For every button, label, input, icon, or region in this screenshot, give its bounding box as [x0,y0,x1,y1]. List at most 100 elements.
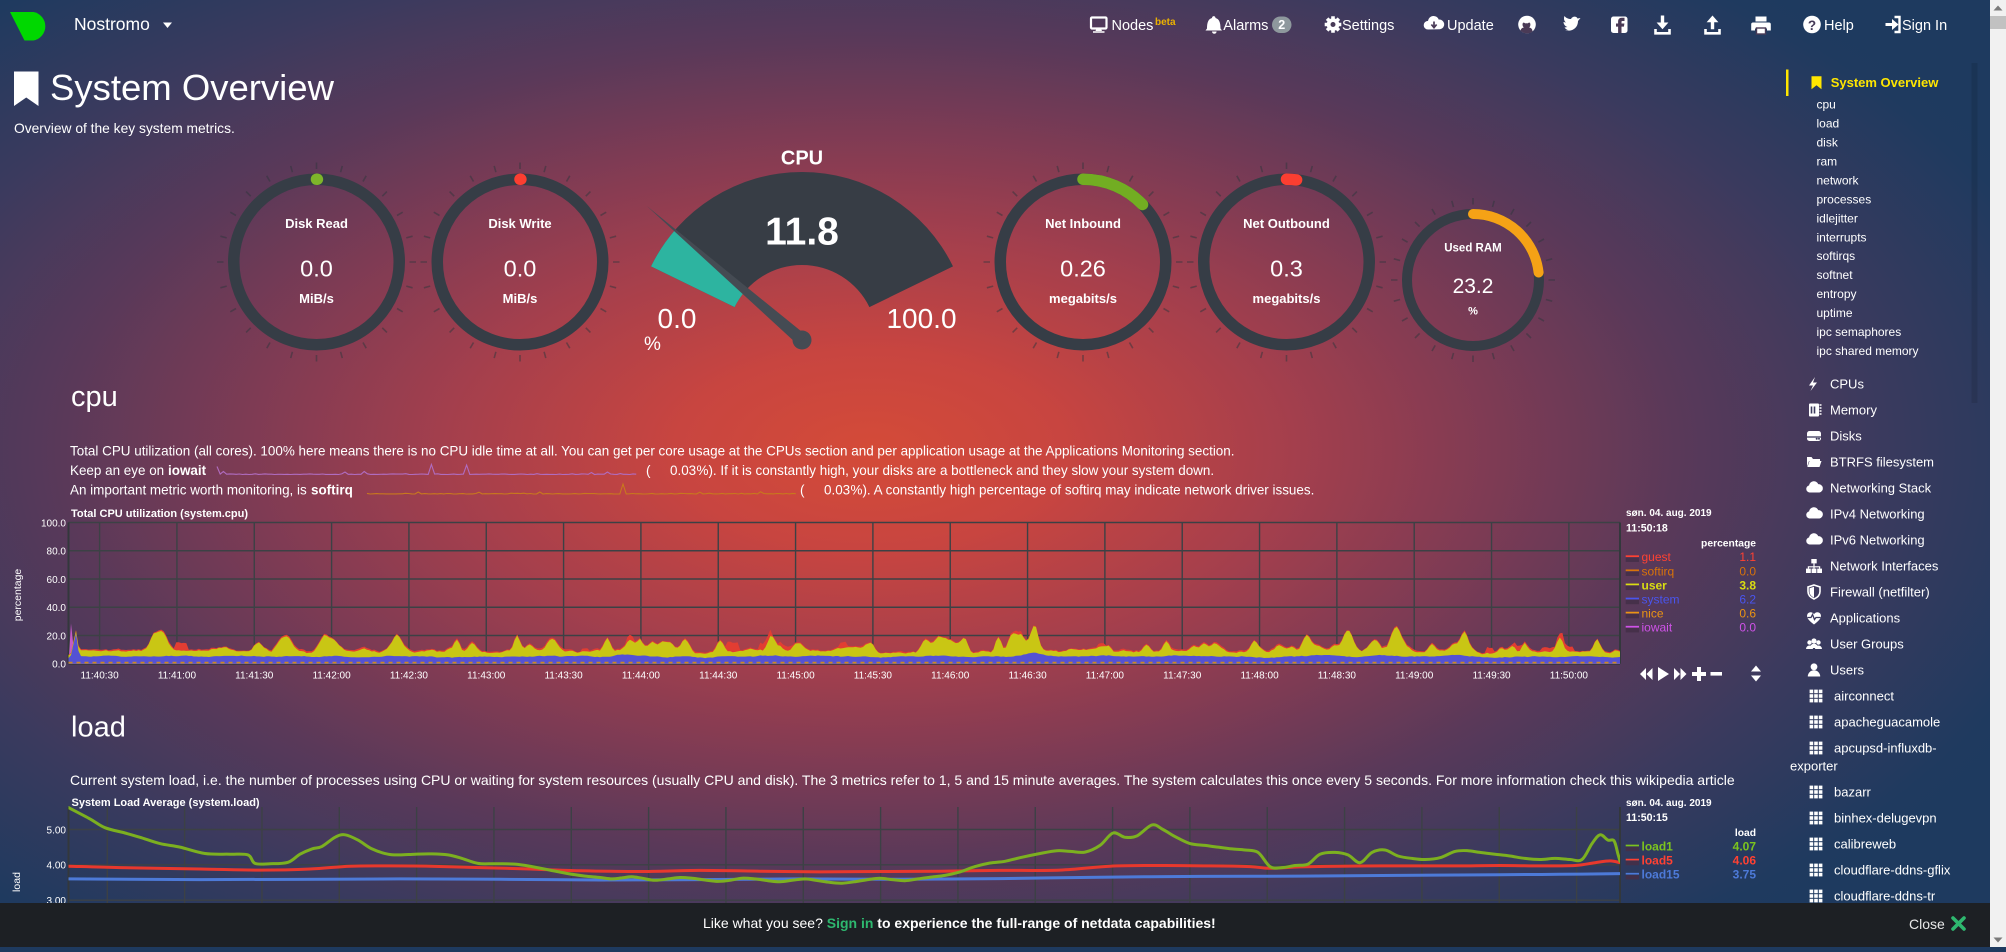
svg-text:%: % [644,334,661,355]
svg-text:Used RAM: Used RAM [1444,243,1502,255]
svg-text:100.0: 100.0 [41,518,66,529]
svg-text:11:42:30: 11:42:30 [390,671,429,682]
svg-text:11:44:00: 11:44:00 [622,671,661,682]
svg-text:11:44:30: 11:44:30 [699,671,738,682]
svg-text:(: ( [800,483,805,498]
svg-text:Sign In: Sign In [1902,18,1947,34]
svg-text:11:43:00: 11:43:00 [467,671,506,682]
svg-text:beta: beta [1155,17,1176,28]
svg-text:megabits/s: megabits/s [1253,291,1321,306]
svg-text:iowait: iowait [1642,621,1673,635]
svg-text:load1: load1 [1642,840,1674,854]
svg-text:cpu: cpu [1817,98,1836,112]
svg-text:0.03: 0.03 [670,463,696,478]
svg-text:interrupts: interrupts [1817,230,1867,244]
svg-text:User Groups: User Groups [1830,637,1904,652]
svg-text:1.1: 1.1 [1739,550,1756,564]
svg-text:load: load [1735,828,1756,839]
svg-text:uptime: uptime [1817,306,1853,320]
svg-text:load: load [1817,117,1840,131]
svg-text:%: % [1468,306,1478,318]
svg-text:Overview of the key system met: Overview of the key system metrics. [14,121,235,136]
svg-text:load5: load5 [1642,854,1674,868]
svg-text:An important metric worth moni: An important metric worth monitoring, is [70,483,307,498]
svg-text:(: ( [646,463,651,478]
svg-text:ram: ram [1817,154,1838,168]
svg-text:entropy: entropy [1817,287,1857,301]
svg-text:40.0: 40.0 [47,603,67,614]
svg-text:11:45:00: 11:45:00 [776,671,815,682]
svg-text:Like what you see? Sign in to: Like what you see? Sign in to experience… [703,915,1216,931]
svg-text:cloudflare-ddns-gflix: cloudflare-ddns-gflix [1834,863,1951,878]
svg-text:cloudflare-ddns-tr: cloudflare-ddns-tr [1834,889,1936,904]
svg-text:softirq: softirq [1642,564,1675,578]
svg-text:11.8: 11.8 [765,211,839,254]
svg-text:calibreweb: calibreweb [1834,837,1896,852]
svg-text:søn. 04. aug. 2019: søn. 04. aug. 2019 [1626,798,1712,809]
svg-text:binhex-delugevpn: binhex-delugevpn [1834,811,1937,826]
svg-text:network: network [1817,173,1860,187]
svg-text:Network Interfaces: Network Interfaces [1830,559,1939,574]
svg-text:4.06: 4.06 [1733,854,1757,868]
svg-text:load: load [71,712,126,744]
svg-text:load15: load15 [1642,868,1680,882]
svg-text:System Overview: System Overview [50,67,335,108]
svg-text:idlejitter: idlejitter [1817,211,1858,225]
svg-text:nice: nice [1642,607,1664,621]
svg-text:disk: disk [1817,136,1839,150]
svg-text:?: ? [1808,18,1816,33]
svg-text:bazarr: bazarr [1834,785,1872,800]
svg-text:ipc shared memory: ipc shared memory [1817,344,1919,358]
svg-text:11:42:00: 11:42:00 [312,671,351,682]
svg-text:System Overview: System Overview [1831,75,1940,90]
svg-text:0.0: 0.0 [52,660,66,671]
svg-text:apcupsd-influxdb-: apcupsd-influxdb- [1834,741,1937,756]
svg-text:3.8: 3.8 [1739,578,1756,592]
svg-text:Disks: Disks [1830,429,1862,444]
svg-text:0.6: 0.6 [1739,607,1756,621]
svg-text:%). A constantly high percenta: %). A constantly high percentage of soft… [851,483,1315,498]
svg-text:Applications: Applications [1830,611,1901,626]
svg-text:11:46:30: 11:46:30 [1008,671,1047,682]
svg-text:apacheguacamole: apacheguacamole [1834,715,1940,730]
svg-text:MiB/s: MiB/s [299,291,334,306]
svg-text:0.26: 0.26 [1060,256,1106,282]
svg-text:Net Outbound: Net Outbound [1243,216,1330,231]
svg-text:Total CPU utilization (system.: Total CPU utilization (system.cpu) [71,508,248,520]
svg-text:Total CPU utilization (all cor: Total CPU utilization (all cores). 100% … [70,444,1234,459]
svg-text:11:40:30: 11:40:30 [81,671,120,682]
svg-text:cpu: cpu [71,381,118,413]
svg-text:softirqs: softirqs [1817,249,1856,263]
svg-text:Networking Stack: Networking Stack [1830,481,1932,496]
svg-text:80.0: 80.0 [47,547,67,558]
svg-text:11:50:00: 11:50:00 [1550,671,1589,682]
svg-text:11:41:00: 11:41:00 [158,671,197,682]
svg-text:11:49:00: 11:49:00 [1395,671,1434,682]
svg-text:IPv4 Networking: IPv4 Networking [1830,507,1925,522]
svg-text:11:48:00: 11:48:00 [1240,671,1279,682]
svg-text:airconnect: airconnect [1834,689,1894,704]
svg-text:Net Inbound: Net Inbound [1045,216,1121,231]
svg-text:load: load [11,872,23,892]
svg-text:20.0: 20.0 [47,631,67,642]
svg-text:Disk Read: Disk Read [285,216,348,231]
svg-text:Settings: Settings [1342,18,1394,34]
svg-text:0.0: 0.0 [504,256,537,282]
svg-text:3.75: 3.75 [1733,868,1757,882]
svg-text:percentage: percentage [12,569,24,622]
svg-text:2: 2 [1278,18,1285,32]
svg-text:Disk Write: Disk Write [488,216,551,231]
svg-text:System Load Average (system.lo: System Load Average (system.load) [72,797,260,809]
svg-text:11:48:30: 11:48:30 [1318,671,1357,682]
svg-text:11:47:00: 11:47:00 [1086,671,1125,682]
svg-text:0.0: 0.0 [300,256,333,282]
svg-text:11:46:00: 11:46:00 [931,671,970,682]
svg-text:søn. 04. aug. 2019: søn. 04. aug. 2019 [1626,508,1712,519]
svg-text:Memory: Memory [1830,403,1877,418]
svg-text:0.0: 0.0 [1739,564,1756,578]
svg-text:megabits/s: megabits/s [1049,291,1117,306]
svg-text:4.00: 4.00 [47,861,67,872]
svg-text:%). If it is constantly high,: %). If it is constantly high, your disks… [697,463,1215,478]
svg-text:11:45:30: 11:45:30 [854,671,893,682]
svg-text:guest: guest [1642,550,1672,564]
